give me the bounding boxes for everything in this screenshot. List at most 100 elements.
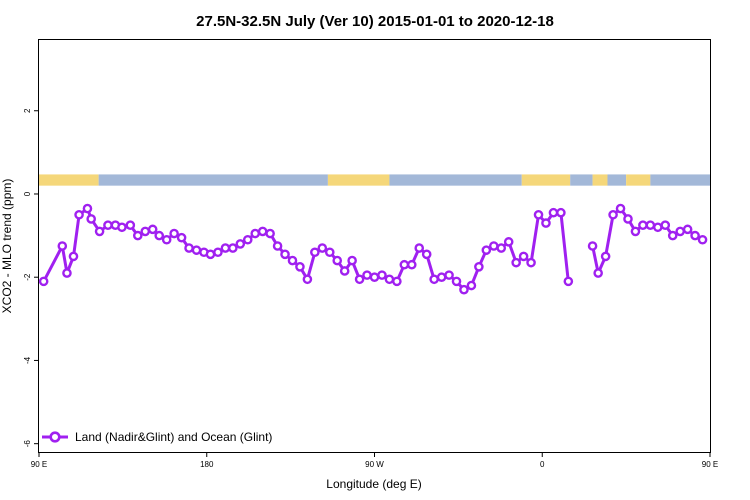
data-point — [205, 249, 216, 260]
data-point — [125, 220, 136, 230]
data-point — [660, 220, 671, 230]
data-point — [57, 241, 68, 251]
data-point — [272, 241, 283, 251]
data-point — [421, 249, 432, 260]
data-point — [117, 222, 127, 233]
y-tick-label: -4 — [23, 356, 32, 364]
y-tick-label: -6 — [23, 440, 32, 448]
chart-title: 27.5N-32.5N July (Ver 10) 2015-01-01 to … — [196, 13, 554, 30]
data-point — [406, 259, 417, 270]
strip-segment-ocean — [650, 174, 710, 186]
data-point — [615, 203, 626, 214]
data-point — [184, 243, 194, 253]
data-point — [682, 224, 693, 235]
data-point — [339, 266, 350, 276]
strip-segment-ocean — [389, 174, 522, 186]
data-point — [354, 274, 365, 285]
legend-marker — [49, 431, 61, 443]
data-point — [459, 284, 469, 295]
data-point — [369, 272, 380, 283]
x-tick-label: 90 E — [31, 460, 47, 469]
x-axis: 90 E 180 90 W 0 90 E — [31, 452, 718, 469]
data-point — [86, 214, 96, 224]
data-point — [653, 222, 663, 233]
data-point — [503, 237, 514, 247]
data-point — [414, 243, 425, 253]
data-point — [38, 276, 49, 287]
data-point — [587, 241, 598, 251]
data-point — [645, 220, 656, 230]
strip-segment-land — [327, 174, 390, 186]
data-point — [191, 245, 202, 255]
data-point — [132, 230, 143, 241]
data-point — [213, 247, 223, 258]
data-point — [82, 203, 93, 214]
data-point — [600, 251, 611, 262]
series-line — [591, 207, 704, 275]
x-tick-label: 180 — [200, 460, 214, 469]
data-point — [675, 226, 685, 237]
x-tick-label: 0 — [540, 460, 545, 469]
data-point — [377, 270, 387, 280]
y-axis-label: XCO2 - MLO trend (ppm) — [0, 179, 14, 314]
data-point — [228, 243, 238, 253]
data-point — [242, 234, 253, 245]
data-point — [302, 274, 313, 285]
data-point — [94, 226, 105, 237]
data-point — [74, 209, 84, 220]
data-point — [630, 226, 641, 237]
strip-segment-land — [592, 174, 608, 186]
y-axis: 2 0 -2 -4 -6 — [23, 108, 39, 447]
data-point — [608, 209, 618, 220]
data-point — [518, 251, 529, 262]
x-tick-label: 90 W — [365, 460, 384, 469]
data-point — [466, 280, 477, 291]
strip-segment-ocean — [607, 174, 627, 186]
data-point — [556, 207, 566, 218]
data-point — [563, 276, 574, 287]
data-point — [392, 276, 402, 287]
plot-frame — [38, 39, 711, 453]
data-point — [280, 249, 290, 260]
data-point — [638, 220, 648, 230]
strip-segment-land — [521, 174, 571, 186]
data-point — [690, 230, 700, 241]
data-point — [220, 243, 231, 253]
data-point — [436, 272, 447, 283]
y-tick-label: -2 — [23, 273, 32, 281]
data-point — [295, 262, 305, 272]
data-point — [310, 247, 320, 258]
land-ocean-strip — [39, 174, 710, 186]
data-point — [154, 230, 165, 241]
data-point — [451, 276, 462, 287]
data-point — [161, 234, 172, 245]
data-point — [474, 262, 484, 272]
legend-label: Land (Nadir&Glint) and Ocean (Glint) — [75, 430, 272, 444]
data-point — [667, 230, 678, 241]
data-point — [250, 228, 261, 239]
data-point — [593, 268, 603, 278]
data-point — [548, 207, 559, 218]
data-point — [140, 226, 151, 237]
data-point — [362, 270, 372, 280]
data-point — [429, 274, 439, 285]
strip-segment-land — [39, 174, 99, 186]
data-point — [623, 214, 633, 224]
data-point — [511, 257, 521, 268]
data-point — [526, 257, 536, 268]
data-point — [265, 228, 275, 239]
data-point — [324, 247, 335, 258]
strip-segment-land — [626, 174, 651, 186]
data-point — [317, 243, 328, 253]
data-point — [533, 209, 544, 220]
data-point — [169, 228, 179, 239]
x-tick-label: 90 E — [702, 460, 718, 469]
data-point — [541, 218, 551, 228]
y-tick-label: 2 — [23, 108, 32, 113]
data-point — [496, 243, 507, 253]
data-point — [235, 239, 246, 249]
data-point — [287, 255, 298, 266]
y-tick-label: 0 — [23, 191, 32, 196]
data-point — [481, 245, 492, 255]
